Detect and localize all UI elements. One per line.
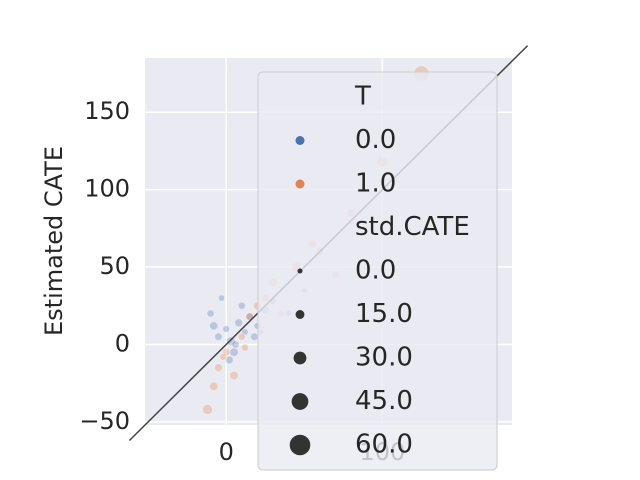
legend-label: 60.0 [355,430,413,460]
point [229,370,239,381]
point [209,321,219,331]
y-tick-label: 100 [84,175,130,203]
point [231,340,240,349]
y-tick-label: 0 [115,329,130,357]
point [234,318,244,328]
legend-label: 30.0 [355,343,413,373]
legend-label: 0.0 [355,256,396,286]
legend-size-marker [291,393,309,410]
legend-size-marker [293,351,307,365]
point [237,332,246,341]
legend-label: 45.0 [355,386,413,416]
legend-size-marker [297,268,303,274]
legend-title: T [354,82,371,112]
legend-size-marker [295,310,305,319]
point [250,332,259,342]
legend-marker [295,179,305,189]
y-tick-label: 150 [84,97,130,125]
point [219,352,228,361]
x-tick-label: 0 [219,438,234,466]
legend-label: 1.0 [355,169,396,199]
point [222,324,231,334]
point [213,363,223,373]
legend-marker [295,136,305,145]
y-axis-label: Estimated CATE [40,146,68,336]
point [201,403,214,416]
x-axis-label: True CATE [267,477,388,480]
legend-label: 0.0 [355,125,396,155]
legend-box [257,71,498,471]
point [206,309,215,318]
y-tick-label: −50 [79,407,130,435]
legend-title: std.CATE [355,212,470,242]
point [237,301,246,310]
point [240,343,250,352]
point [241,328,249,336]
y-tick-label: 50 [99,252,130,280]
point [229,347,239,358]
point [224,355,234,365]
legend-label: 15.0 [355,299,413,329]
legend-size-marker [289,434,311,456]
point [225,336,236,347]
point [208,381,219,392]
point [217,294,226,302]
point [221,347,231,357]
point [214,332,223,342]
